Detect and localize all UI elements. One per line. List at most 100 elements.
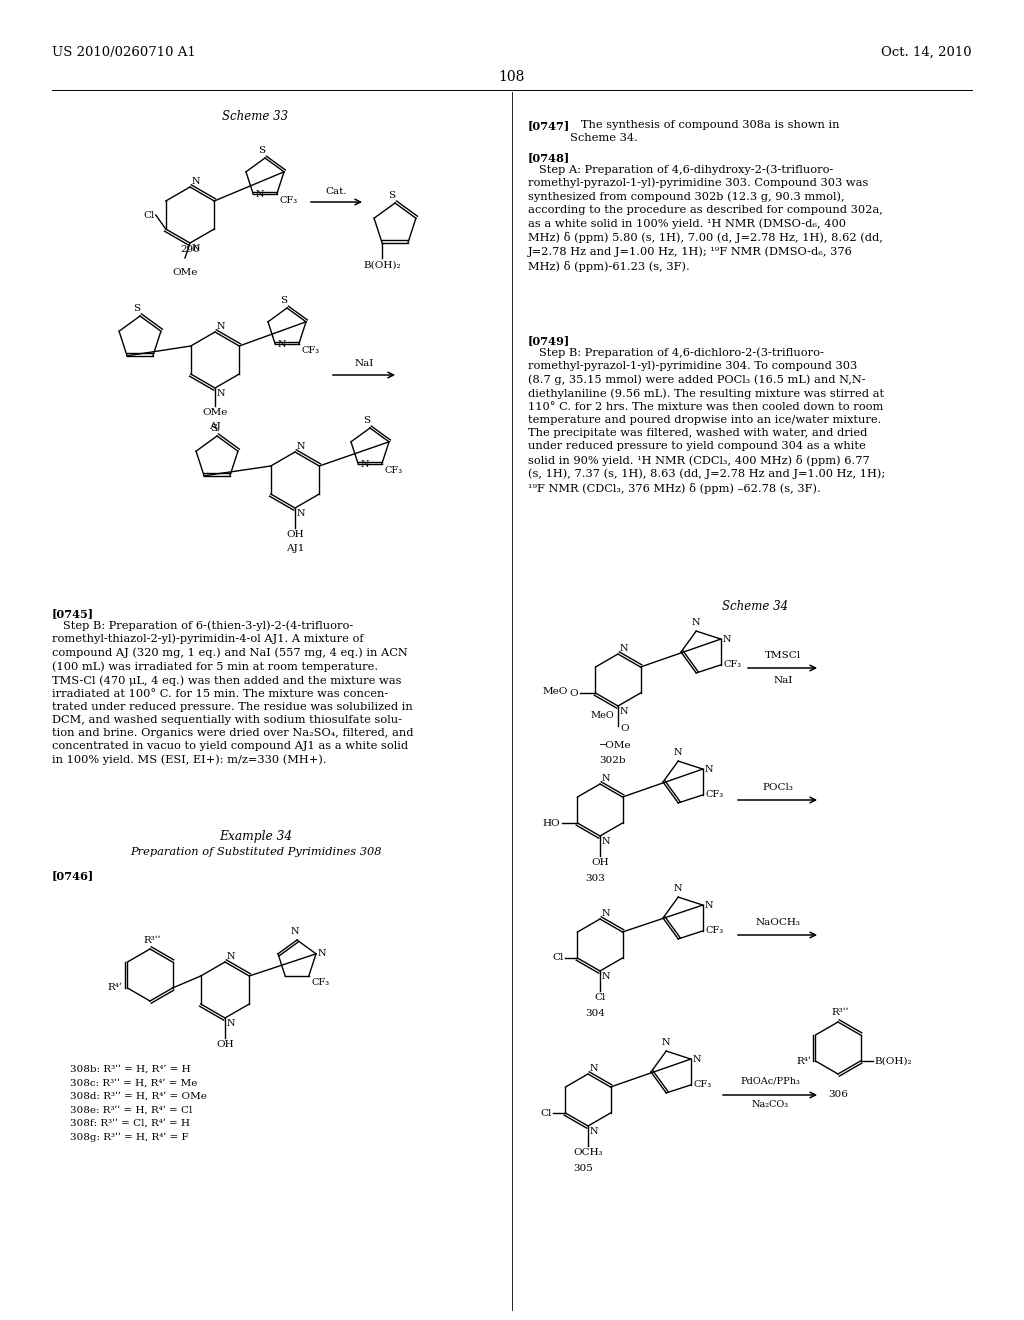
Text: 308g: R³ʹʹ = H, R⁴ʹ = F: 308g: R³ʹʹ = H, R⁴ʹ = F (70, 1133, 188, 1142)
Text: N: N (318, 949, 327, 958)
Text: CF₃: CF₃ (724, 660, 742, 669)
Text: 108: 108 (499, 70, 525, 84)
Text: S: S (364, 416, 371, 425)
Text: AJ: AJ (209, 422, 221, 432)
Text: S: S (388, 191, 395, 201)
Text: AJ1: AJ1 (286, 544, 304, 553)
Text: N: N (278, 339, 286, 348)
Text: OCH₃: OCH₃ (573, 1148, 603, 1158)
Text: R⁴ʹ: R⁴ʹ (108, 983, 123, 993)
Text: N: N (674, 884, 682, 894)
Text: N: N (723, 635, 731, 644)
Text: US 2010/0260710 A1: US 2010/0260710 A1 (52, 46, 196, 59)
Text: N: N (602, 972, 610, 981)
Text: CF₃: CF₃ (311, 978, 330, 987)
Text: 304: 304 (585, 1008, 605, 1018)
Text: N: N (291, 927, 299, 936)
Text: [0745]: [0745] (52, 609, 94, 619)
Text: OH: OH (286, 531, 304, 539)
Text: N: N (705, 900, 714, 909)
Text: N: N (602, 837, 610, 846)
Text: 306: 306 (828, 1090, 848, 1100)
Text: 290: 290 (180, 246, 200, 253)
Text: N: N (227, 1019, 236, 1028)
Text: N: N (217, 389, 225, 399)
Text: HO: HO (543, 818, 560, 828)
Text: R³ʹʹ: R³ʹʹ (143, 936, 161, 945)
Text: O: O (570, 689, 579, 697)
Text: [0748]: [0748] (528, 152, 570, 162)
Text: S: S (133, 304, 140, 313)
Text: B(OH)₂: B(OH)₂ (364, 261, 400, 269)
Text: B(OH)₂: B(OH)₂ (874, 1056, 912, 1065)
Text: 308f: R³ʹʹ = Cl, R⁴ʹ = H: 308f: R³ʹʹ = Cl, R⁴ʹ = H (70, 1119, 190, 1129)
Text: Step B: Preparation of 6-(thien-3-yl)-2-(4-trifluoro-
romethyl-thiazol-2-yl)-pyr: Step B: Preparation of 6-(thien-3-yl)-2-… (52, 620, 414, 764)
Text: N: N (674, 748, 682, 758)
Text: The synthesis of compound 308a is shown in
Scheme 34.: The synthesis of compound 308a is shown … (570, 120, 840, 143)
Text: Step B: Preparation of 4,6-dichloro-2-(3-trifluoro-
romethyl-pyrazol-1-yl)-pyrim: Step B: Preparation of 4,6-dichloro-2-(3… (528, 347, 886, 494)
Text: CF₃: CF₃ (694, 1081, 712, 1089)
Text: OMe: OMe (172, 268, 198, 277)
Text: 308e: R³ʹʹ = H, R⁴ʹ = Cl: 308e: R³ʹʹ = H, R⁴ʹ = Cl (70, 1106, 193, 1114)
Text: Cl: Cl (143, 210, 155, 219)
Text: [0746]: [0746] (52, 870, 94, 880)
Text: Na₂CO₃: Na₂CO₃ (752, 1100, 788, 1109)
Text: N: N (620, 644, 629, 653)
Text: 302b: 302b (600, 756, 627, 766)
Text: PdOAc/PPh₃: PdOAc/PPh₃ (740, 1076, 800, 1085)
Text: S: S (281, 296, 288, 305)
Text: N: N (590, 1064, 598, 1073)
Text: CF₃: CF₃ (385, 466, 402, 475)
Text: S: S (258, 147, 265, 154)
Text: MeO: MeO (542, 686, 567, 696)
Text: OMe: OMe (203, 408, 227, 417)
Text: N: N (227, 952, 236, 961)
Text: Scheme 33: Scheme 33 (222, 110, 288, 123)
Text: N: N (217, 322, 225, 331)
Text: N: N (602, 909, 610, 917)
Text: 308b: R³ʹʹ = H, R⁴ʹ = H: 308b: R³ʹʹ = H, R⁴ʹ = H (70, 1065, 190, 1074)
Text: N: N (692, 618, 700, 627)
Text: N: N (693, 1055, 701, 1064)
Text: [0749]: [0749] (528, 335, 570, 346)
Text: Step A: Preparation of 4,6-dihydroxy-2-(3-trifluoro-
romethyl-pyrazol-1-yl)-pyri: Step A: Preparation of 4,6-dihydroxy-2-(… (528, 164, 883, 272)
Text: ─OMe: ─OMe (599, 741, 631, 750)
Text: R⁴ʹ: R⁴ʹ (797, 1056, 811, 1065)
Text: O: O (620, 723, 629, 733)
Text: N: N (662, 1038, 671, 1047)
Text: NaI: NaI (354, 359, 374, 368)
Text: N: N (193, 177, 201, 186)
Text: N: N (590, 1127, 598, 1137)
Text: N: N (620, 708, 629, 715)
Text: 305: 305 (573, 1164, 593, 1173)
Text: N: N (193, 244, 201, 253)
Text: Cl: Cl (594, 993, 605, 1002)
Text: Cl: Cl (552, 953, 563, 962)
Text: N: N (297, 442, 305, 451)
Text: 303: 303 (585, 874, 605, 883)
Text: N: N (255, 190, 264, 199)
Text: CF₃: CF₃ (302, 346, 319, 355)
Text: N: N (705, 764, 714, 774)
Text: Cl: Cl (540, 1109, 552, 1118)
Text: CF₃: CF₃ (280, 197, 298, 205)
Text: POCl₃: POCl₃ (763, 783, 794, 792)
Text: NaI: NaI (773, 676, 793, 685)
Text: [0747]: [0747] (528, 120, 570, 131)
Text: Oct. 14, 2010: Oct. 14, 2010 (882, 46, 972, 59)
Text: CF₃: CF₃ (706, 927, 724, 936)
Text: TMSCl: TMSCl (765, 651, 801, 660)
Text: Scheme 34: Scheme 34 (722, 601, 788, 612)
Text: Preparation of Substituted Pyrimidines 308: Preparation of Substituted Pyrimidines 3… (130, 847, 382, 857)
Text: MeO: MeO (590, 711, 614, 721)
Text: N: N (602, 774, 610, 783)
Text: 308c: R³ʹʹ = H, R⁴ʹ = Me: 308c: R³ʹʹ = H, R⁴ʹ = Me (70, 1078, 198, 1088)
Text: R³ʹʹ: R³ʹʹ (831, 1008, 849, 1016)
Text: CF₃: CF₃ (706, 791, 724, 800)
Text: N: N (297, 510, 305, 517)
Text: NaOCH₃: NaOCH₃ (756, 917, 801, 927)
Text: Example 34: Example 34 (219, 830, 293, 843)
Text: 308d: R³ʹʹ = H, R⁴ʹ = OMe: 308d: R³ʹʹ = H, R⁴ʹ = OMe (70, 1092, 207, 1101)
Text: Cat.: Cat. (326, 187, 347, 195)
Text: OH: OH (591, 858, 609, 867)
